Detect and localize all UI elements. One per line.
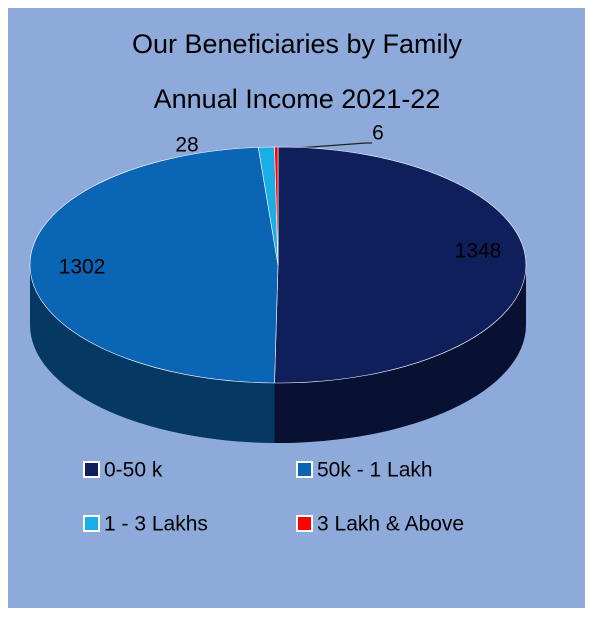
chart-title: Our Beneficiaries by Family <box>132 29 463 59</box>
pie-slice <box>274 146 527 444</box>
legend-swatch <box>296 461 313 478</box>
pie-slice <box>274 146 279 266</box>
data-label: 1348 <box>455 240 502 263</box>
legend-swatch <box>83 461 100 478</box>
pie-slice <box>29 147 279 443</box>
slice-top <box>274 146 527 384</box>
slice-side <box>30 265 275 443</box>
data-label: 6 <box>372 122 384 145</box>
legend-swatch <box>83 515 100 532</box>
slice-top <box>274 146 279 266</box>
legend-label: 50k - 1 Lakh <box>317 459 433 482</box>
data-label: 1302 <box>59 256 106 279</box>
slice-side <box>274 265 526 444</box>
legend-label: 0-50 k <box>104 459 163 482</box>
chart-title: Annual Income 2021-22 <box>154 84 441 114</box>
slice-top <box>29 147 279 384</box>
legend-label: 1 - 3 Lakhs <box>104 513 208 536</box>
data-label: 28 <box>175 134 198 157</box>
legend-label: 3 Lakh & Above <box>317 513 464 536</box>
legend-swatch <box>296 515 313 532</box>
leader-line <box>282 142 372 150</box>
